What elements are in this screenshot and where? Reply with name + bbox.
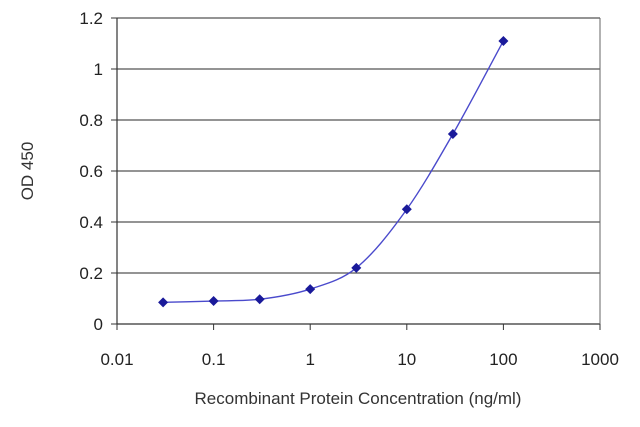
axes: [111, 17, 601, 330]
data-points: [158, 35, 509, 308]
y-tick-label: 0.4: [79, 213, 103, 232]
x-tick-label: 100: [489, 350, 517, 369]
data-point: [401, 204, 412, 215]
gridlines: [117, 17, 600, 274]
x-tick-labels: 0.01 0.1 1 10 100 1000: [100, 350, 618, 369]
data-point: [351, 262, 362, 273]
y-tick-label: 0.8: [79, 111, 103, 130]
x-tick-label: 0.1: [202, 350, 226, 369]
data-point: [305, 284, 316, 295]
y-axis-title: OD 450: [18, 142, 37, 201]
y-tick-label: 0: [94, 315, 103, 334]
y-tick-label: 0.2: [79, 264, 103, 283]
y-tick-label: 1.2: [79, 9, 103, 28]
data-point: [447, 129, 458, 140]
data-point: [158, 297, 169, 308]
y-tick-label: 1: [94, 60, 103, 79]
y-tick-labels: 0 0.2 0.4 0.6 0.8 1 1.2: [79, 9, 103, 334]
x-tick-label: 1: [305, 350, 314, 369]
y-tick-label: 0.6: [79, 162, 103, 181]
x-tick-label: 10: [397, 350, 416, 369]
data-point: [254, 294, 265, 305]
x-tick-label: 1000: [581, 350, 619, 369]
data-point: [208, 296, 219, 307]
data-point: [498, 35, 509, 46]
x-axis-title: Recombinant Protein Concentration (ng/ml…: [195, 389, 522, 408]
x-tick-label: 0.01: [100, 350, 133, 369]
